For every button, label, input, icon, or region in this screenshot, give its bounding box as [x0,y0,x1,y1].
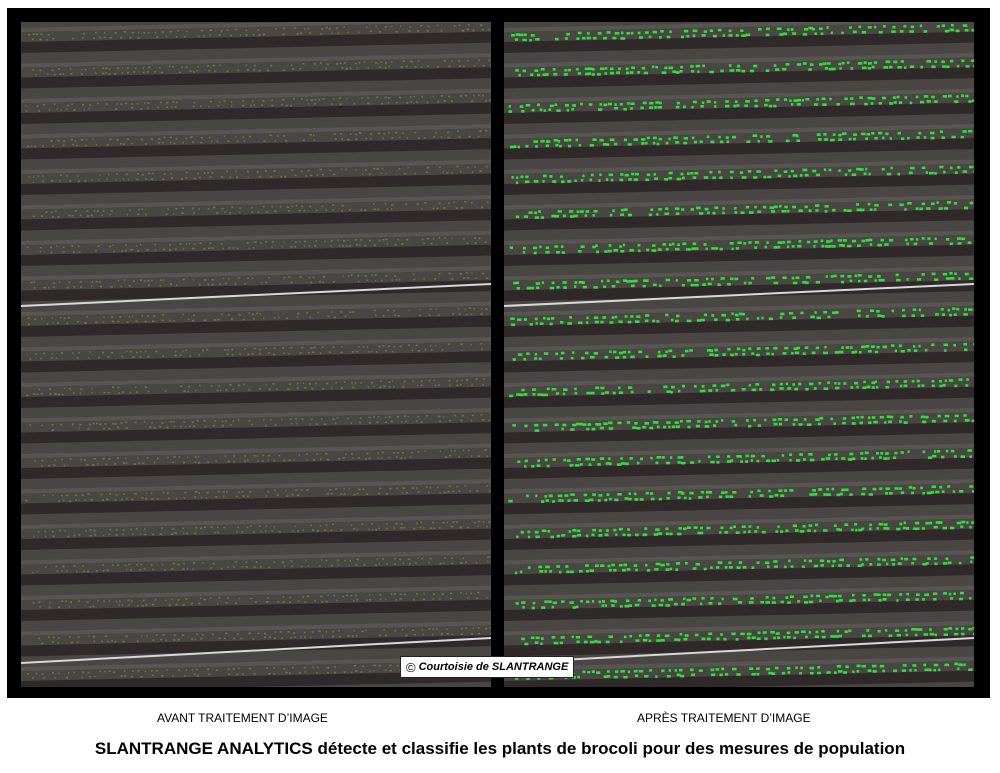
irrigation-line [21,637,491,664]
ridge-highlight [504,514,974,529]
ridge-highlight [504,159,974,174]
furrow [21,138,491,160]
ridge-highlight [21,550,491,565]
furrow [504,31,974,53]
furrow [21,315,491,337]
ridge-highlight [21,514,491,529]
ridge-highlight [504,88,974,103]
ridge-highlight [21,159,491,174]
furrow [21,209,491,231]
furrow [21,457,491,479]
ridge-highlight [504,230,974,245]
ridge-highlight [504,408,974,423]
furrow [504,209,974,231]
furrow [504,564,974,586]
furrow [504,670,974,687]
ridge-highlight [21,266,491,281]
furrow [21,386,491,408]
furrow [504,599,974,621]
furrow [21,31,491,53]
after-processing-image [504,22,974,687]
plant-markers [25,23,491,679]
ridge-highlight [21,479,491,494]
furrow [504,422,974,444]
furrow [21,280,491,302]
plant-markers [508,23,974,680]
ridge-highlight [21,372,491,387]
ridge-highlight [504,53,974,68]
furrow [21,564,491,586]
furrow [21,351,491,373]
furrow [504,351,974,373]
ridge-highlight [504,479,974,494]
ridge-highlight [504,656,974,671]
furrow [21,493,491,515]
ridge-highlight [504,621,974,636]
before-processing-image [21,22,491,687]
ridge-highlight [21,53,491,68]
ridge-highlight [21,230,491,245]
ridge-highlight [21,408,491,423]
furrow [21,173,491,195]
furrow [504,386,974,408]
ridge-highlight [21,301,491,316]
furrow [504,315,974,337]
furrow [21,102,491,124]
ridge-highlight [504,550,974,565]
ridge-highlight [21,195,491,210]
caption: SLANTRANGE ANALYTICS détecte et classifi… [94,739,906,758]
furrow [504,457,974,479]
ridge-highlight [504,124,974,139]
furrow [21,635,491,657]
irrigation-line [504,283,974,307]
ridge-highlight [21,656,491,671]
credit-text: Courtoisie de SLANTRANGE [418,661,569,673]
ridge-highlight [504,372,974,387]
ridge-highlight [21,22,476,32]
ridge-highlight [21,88,491,103]
copyright-icon: © [406,659,416,675]
furrow [504,138,974,160]
furrow [21,67,491,89]
ridge-highlight [504,301,974,316]
irrigation-line [21,283,491,307]
copyright-credit: © Courtoisie de SLANTRANGE [400,656,575,678]
furrow [504,493,974,515]
ridge-highlight [504,266,974,281]
ridge-highlight [504,443,974,458]
ridge-highlight [21,124,491,139]
furrow [504,635,974,657]
crop-field-aerial-before [21,22,491,687]
furrow [504,280,974,302]
ridge-highlight [504,585,974,600]
furrow [21,528,491,550]
furrow [21,244,491,266]
crop-field-aerial-after [504,22,974,687]
furrow [504,244,974,266]
furrow [504,67,974,89]
ridge-highlight [21,621,491,636]
ridge-highlight [21,585,491,600]
furrow [504,528,974,550]
ridge-highlight [21,337,491,352]
ridge-highlight [504,337,974,352]
furrow [21,599,491,621]
ridge-highlight [504,195,974,210]
after-label: APRÈS TRAITEMENT D’IMAGE [637,711,811,725]
furrow [504,173,974,195]
furrow [21,422,491,444]
furrow [21,670,491,687]
furrow [504,102,974,124]
irrigation-line [504,637,974,664]
ridge-highlight [21,443,491,458]
before-label: AVANT TRAITEMENT D’IMAGE [157,711,328,725]
